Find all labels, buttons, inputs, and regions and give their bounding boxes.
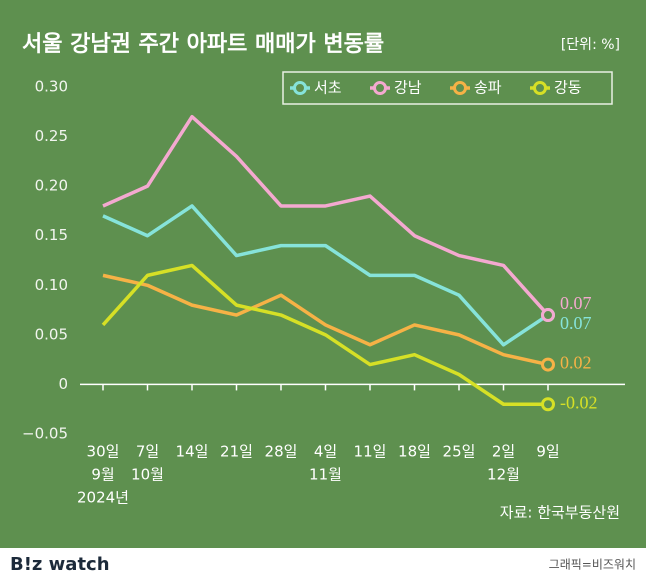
series-line <box>102 273 549 367</box>
series-line <box>102 204 549 347</box>
y-tick-label: 0.15 <box>35 226 68 244</box>
x-tick-label: 10월 <box>131 466 164 484</box>
x-tick-label: 4일 <box>314 443 337 461</box>
x-tick-label: 30일 <box>87 443 120 461</box>
x-tick-label: 25일 <box>443 443 476 461</box>
legend-swatch <box>373 81 387 95</box>
x-tick-label: 2일 <box>492 443 515 461</box>
footer-bar <box>0 548 646 580</box>
y-tick-label: −0.05 <box>22 425 68 443</box>
x-tick-label: 18일 <box>398 443 431 461</box>
unit-label: [단위: %] <box>561 37 620 53</box>
end-label: 0.02 <box>560 353 592 373</box>
y-tick-label: 0.05 <box>35 325 68 343</box>
end-label: 0.07 <box>560 313 592 333</box>
end-label: -0.02 <box>560 392 598 412</box>
legend-label: 강동 <box>554 79 582 97</box>
x-tick-label: 11월 <box>309 466 342 484</box>
x-tick-label: 28일 <box>265 443 298 461</box>
end-marker <box>541 397 555 412</box>
series-line <box>102 114 550 317</box>
end-label: 0.07 <box>560 293 592 313</box>
y-tick-label: 0.20 <box>35 177 68 195</box>
x-tick-label: 21일 <box>220 443 253 461</box>
x-tick-label: 9월 <box>91 466 114 484</box>
legend-swatch <box>293 81 307 95</box>
x-tick-label: 9일 <box>536 443 559 461</box>
end-marker <box>541 308 555 323</box>
legend-label: 강남 <box>394 79 422 97</box>
end-marker <box>541 357 555 372</box>
x-tick-label: 7일 <box>136 443 159 461</box>
series-line <box>101 263 548 407</box>
x-tick-label: 14일 <box>176 443 209 461</box>
y-tick-label: 0.25 <box>35 127 68 145</box>
y-tick-label: 0.10 <box>35 276 68 294</box>
chart-title: 서울 강남권 주간 아파트 매매가 변동률 <box>22 32 384 57</box>
y-tick-label: 0.30 <box>35 78 68 96</box>
legend-label: 서초 <box>314 79 342 97</box>
credit-label: 그래픽=비즈워치 <box>549 558 636 572</box>
legend-box <box>282 71 613 105</box>
legend-swatch <box>453 81 467 95</box>
brand-logo: B!z watch <box>10 554 110 575</box>
x-tick-label: 2024년 <box>77 489 129 507</box>
x-tick-label: 11일 <box>354 443 387 461</box>
legend-swatch <box>533 81 547 95</box>
source-label: 자료: 한국부동산원 <box>500 504 620 522</box>
y-tick-label: 0 <box>58 375 68 393</box>
legend-label: 송파 <box>474 79 502 97</box>
x-tick-label: 12월 <box>487 466 520 484</box>
